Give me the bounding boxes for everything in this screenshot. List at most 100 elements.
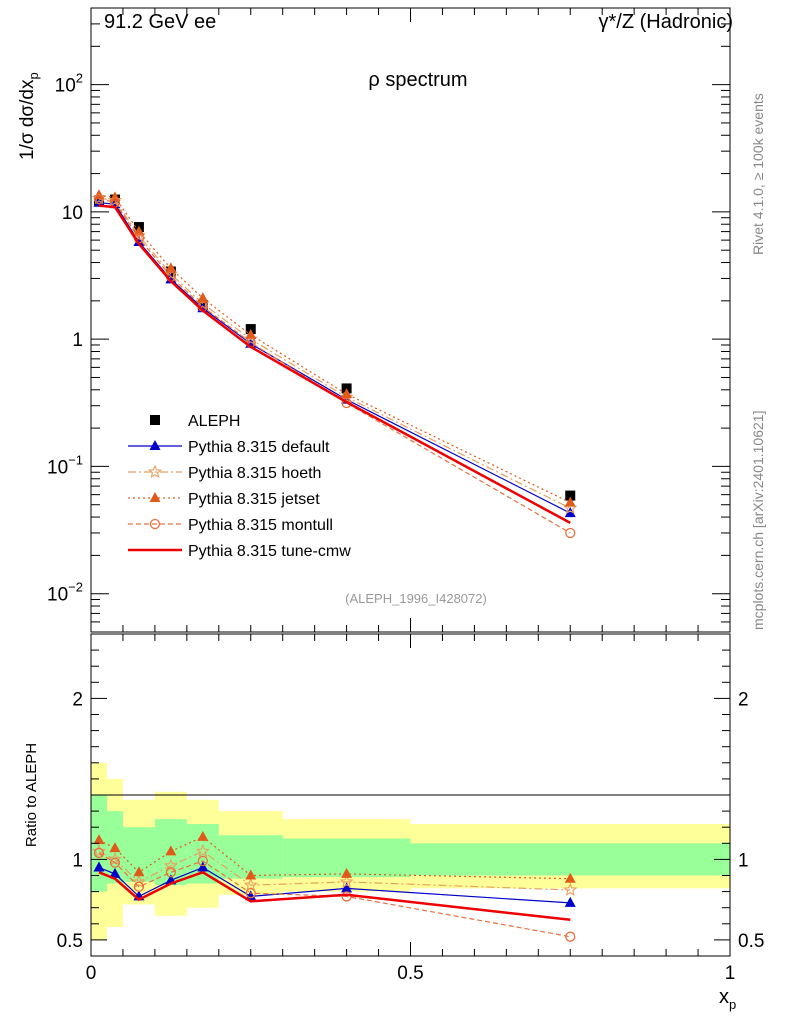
ratio-xtick-label: 0	[86, 963, 97, 984]
ratio-point-jetset	[93, 834, 105, 845]
legend-label-jetset: Pythia 8.315 jetset	[188, 491, 320, 508]
ratio-xlabel-text: xp	[719, 986, 736, 1012]
point-jetset	[564, 496, 576, 507]
ratio-point-jetset	[341, 867, 353, 878]
line-montull	[98, 198, 571, 534]
header-right: γ*/Z (Hadronic)	[599, 11, 733, 33]
ratio-line-jetset	[98, 836, 571, 880]
main-axes: 10−2 10−1 1 10 102	[47, 7, 731, 633]
legend: ALEPH Pythia 8.315 default Pythia 8.315 ho…	[128, 413, 351, 560]
legend-entry-montull: Pythia 8.315 montull	[128, 517, 333, 534]
ratio-line-tune_cmw	[98, 870, 571, 922]
point-hoeth	[91, 190, 107, 205]
main-frame	[90, 7, 731, 633]
legend-marker-hoeth	[147, 464, 163, 479]
header-left: 91.2 GeV ee	[104, 11, 216, 33]
ratio-point-default	[93, 861, 105, 872]
point-jetset	[165, 262, 177, 273]
ratio-axes: 0.5 0.51 12 20 0.5 1	[57, 634, 764, 984]
legend-marker-default	[149, 440, 161, 450]
ratio-band-inner	[410, 843, 730, 876]
ratio-xlabel: xp	[719, 986, 736, 1012]
ratio-xtick-label: 0.5	[397, 963, 423, 984]
series-default	[93, 196, 576, 518]
legend-entry-default: Pythia 8.315 default	[128, 439, 330, 456]
ratio-bands	[91, 762, 730, 940]
point-montull	[93, 193, 105, 205]
point-ALEPH	[565, 490, 576, 501]
legend-label-default: Pythia 8.315 default	[188, 439, 330, 456]
ratio-point-default	[341, 882, 353, 893]
ratio-point-default	[109, 867, 121, 878]
ratio-point-jetset	[564, 872, 576, 883]
main-ytick-label: 10−2	[47, 580, 83, 606]
ratio-ylabel: Ratio to ALEPH	[23, 743, 40, 847]
main-ylabel-text: 1/σ dσ/dxp	[17, 72, 41, 160]
point-jetset	[133, 225, 145, 236]
ratio-ytick-label-right: 0.5	[738, 931, 764, 952]
ratio-point-default	[245, 890, 257, 901]
ratio-point-jetset	[109, 842, 121, 853]
ratio-ytick-label: 1	[72, 850, 83, 871]
ratio-point-montull	[565, 931, 576, 942]
ratio-point-montull	[133, 881, 145, 892]
ratio-series-jetset	[93, 830, 576, 883]
ratio-point-montull	[109, 857, 121, 868]
series-ALEPH	[93, 194, 576, 501]
point-jetset	[341, 388, 353, 399]
ratio-point-hoeth	[91, 843, 107, 858]
main-ylabel: 1/σ dσ/dxp	[17, 72, 41, 160]
main-ytick-label: 1	[72, 330, 83, 351]
legend-label-ALEPH: ALEPH	[188, 413, 240, 430]
ratio-ytick-label: 0.5	[57, 931, 83, 952]
point-default	[93, 196, 105, 207]
ratio-ytick-label-right: 2	[738, 689, 749, 710]
ratio-xtick-label: 1	[725, 963, 736, 984]
ratio-point-montull	[165, 867, 177, 878]
line-tune_cmw	[98, 204, 571, 524]
point-default	[133, 235, 145, 246]
legend-label-tune_cmw: Pythia 8.315 tune-cmw	[188, 543, 351, 560]
series-tune_cmw	[98, 204, 571, 524]
point-default	[564, 507, 576, 518]
legend-entry-tune_cmw: Pythia 8.315 tune-cmw	[128, 543, 351, 560]
line-hoeth	[98, 197, 571, 509]
ratio-series-default	[93, 861, 576, 907]
analysis-watermark: (ALEPH_1996_I428072)	[345, 591, 487, 606]
ratio-point-montull	[245, 888, 256, 899]
line-jetset	[98, 194, 571, 504]
main-series-group	[91, 189, 578, 539]
ratio-point-hoeth	[563, 882, 578, 896]
ratio-point-jetset	[245, 869, 257, 880]
mcplots-label: mcplots.cern.ch [arXiv:2401.10621]	[750, 411, 766, 630]
legend-entry-hoeth: Pythia 8.315 hoeth	[128, 464, 321, 482]
ratio-point-montull	[197, 855, 208, 867]
main-ytick-label: 102	[55, 71, 83, 97]
ratio-point-default	[564, 896, 576, 907]
line-default	[98, 202, 571, 514]
ratio-point-hoeth	[163, 858, 178, 872]
chart-title: ρ spectrum	[368, 69, 467, 91]
legend-label-hoeth: Pythia 8.315 hoeth	[188, 465, 321, 482]
ratio-point-jetset	[165, 845, 177, 856]
point-montull	[565, 527, 576, 539]
legend-entry-jetset: Pythia 8.315 jetset	[128, 491, 320, 508]
ratio-point-hoeth	[131, 874, 146, 888]
ratio-ytick-label-right: 1	[738, 850, 749, 871]
main-ytick-label: 10	[62, 203, 83, 224]
ratio-point-default	[197, 861, 209, 872]
point-jetset	[197, 292, 209, 303]
legend-marker-ALEPH	[150, 415, 160, 425]
ratio-series-tune_cmw	[98, 870, 571, 922]
ratio-point-montull	[93, 847, 105, 859]
ratio-ytick-label: 2	[72, 689, 83, 710]
point-montull	[341, 397, 352, 409]
ratio-series-group	[91, 830, 578, 942]
rivet-label: Rivet 4.1.0, ≥ 100k events	[750, 93, 766, 255]
series-jetset	[93, 189, 576, 507]
legend-entry-ALEPH: ALEPH	[150, 413, 240, 430]
ratio-point-hoeth	[195, 843, 210, 858]
ratio-point-jetset	[133, 866, 145, 877]
ratio-point-hoeth	[339, 874, 354, 888]
